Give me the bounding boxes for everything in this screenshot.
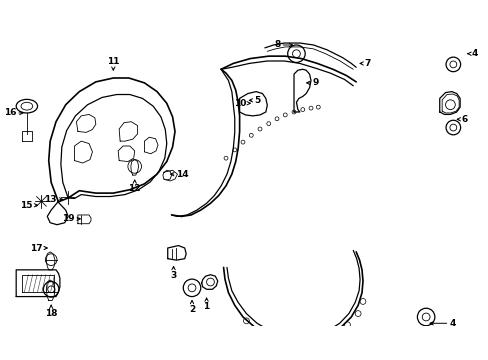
Text: 12: 12 (128, 184, 141, 193)
Text: 5: 5 (254, 96, 260, 105)
Text: 14: 14 (176, 170, 189, 179)
Text: 7: 7 (364, 59, 370, 68)
Text: 4: 4 (470, 49, 477, 58)
Text: 16: 16 (4, 108, 16, 117)
Text: 2: 2 (188, 305, 195, 314)
Text: 4: 4 (448, 319, 455, 328)
Text: 1: 1 (203, 302, 209, 311)
Text: 9: 9 (312, 78, 318, 87)
Text: 10: 10 (234, 99, 246, 108)
Text: 13: 13 (44, 195, 57, 204)
Text: 3: 3 (170, 271, 176, 280)
Text: 15: 15 (20, 201, 33, 210)
Text: 11: 11 (107, 57, 120, 66)
Text: 19: 19 (61, 214, 74, 223)
Text: 17: 17 (30, 243, 42, 252)
Text: 8: 8 (274, 40, 280, 49)
Text: 18: 18 (45, 309, 57, 318)
Text: 6: 6 (461, 115, 467, 124)
